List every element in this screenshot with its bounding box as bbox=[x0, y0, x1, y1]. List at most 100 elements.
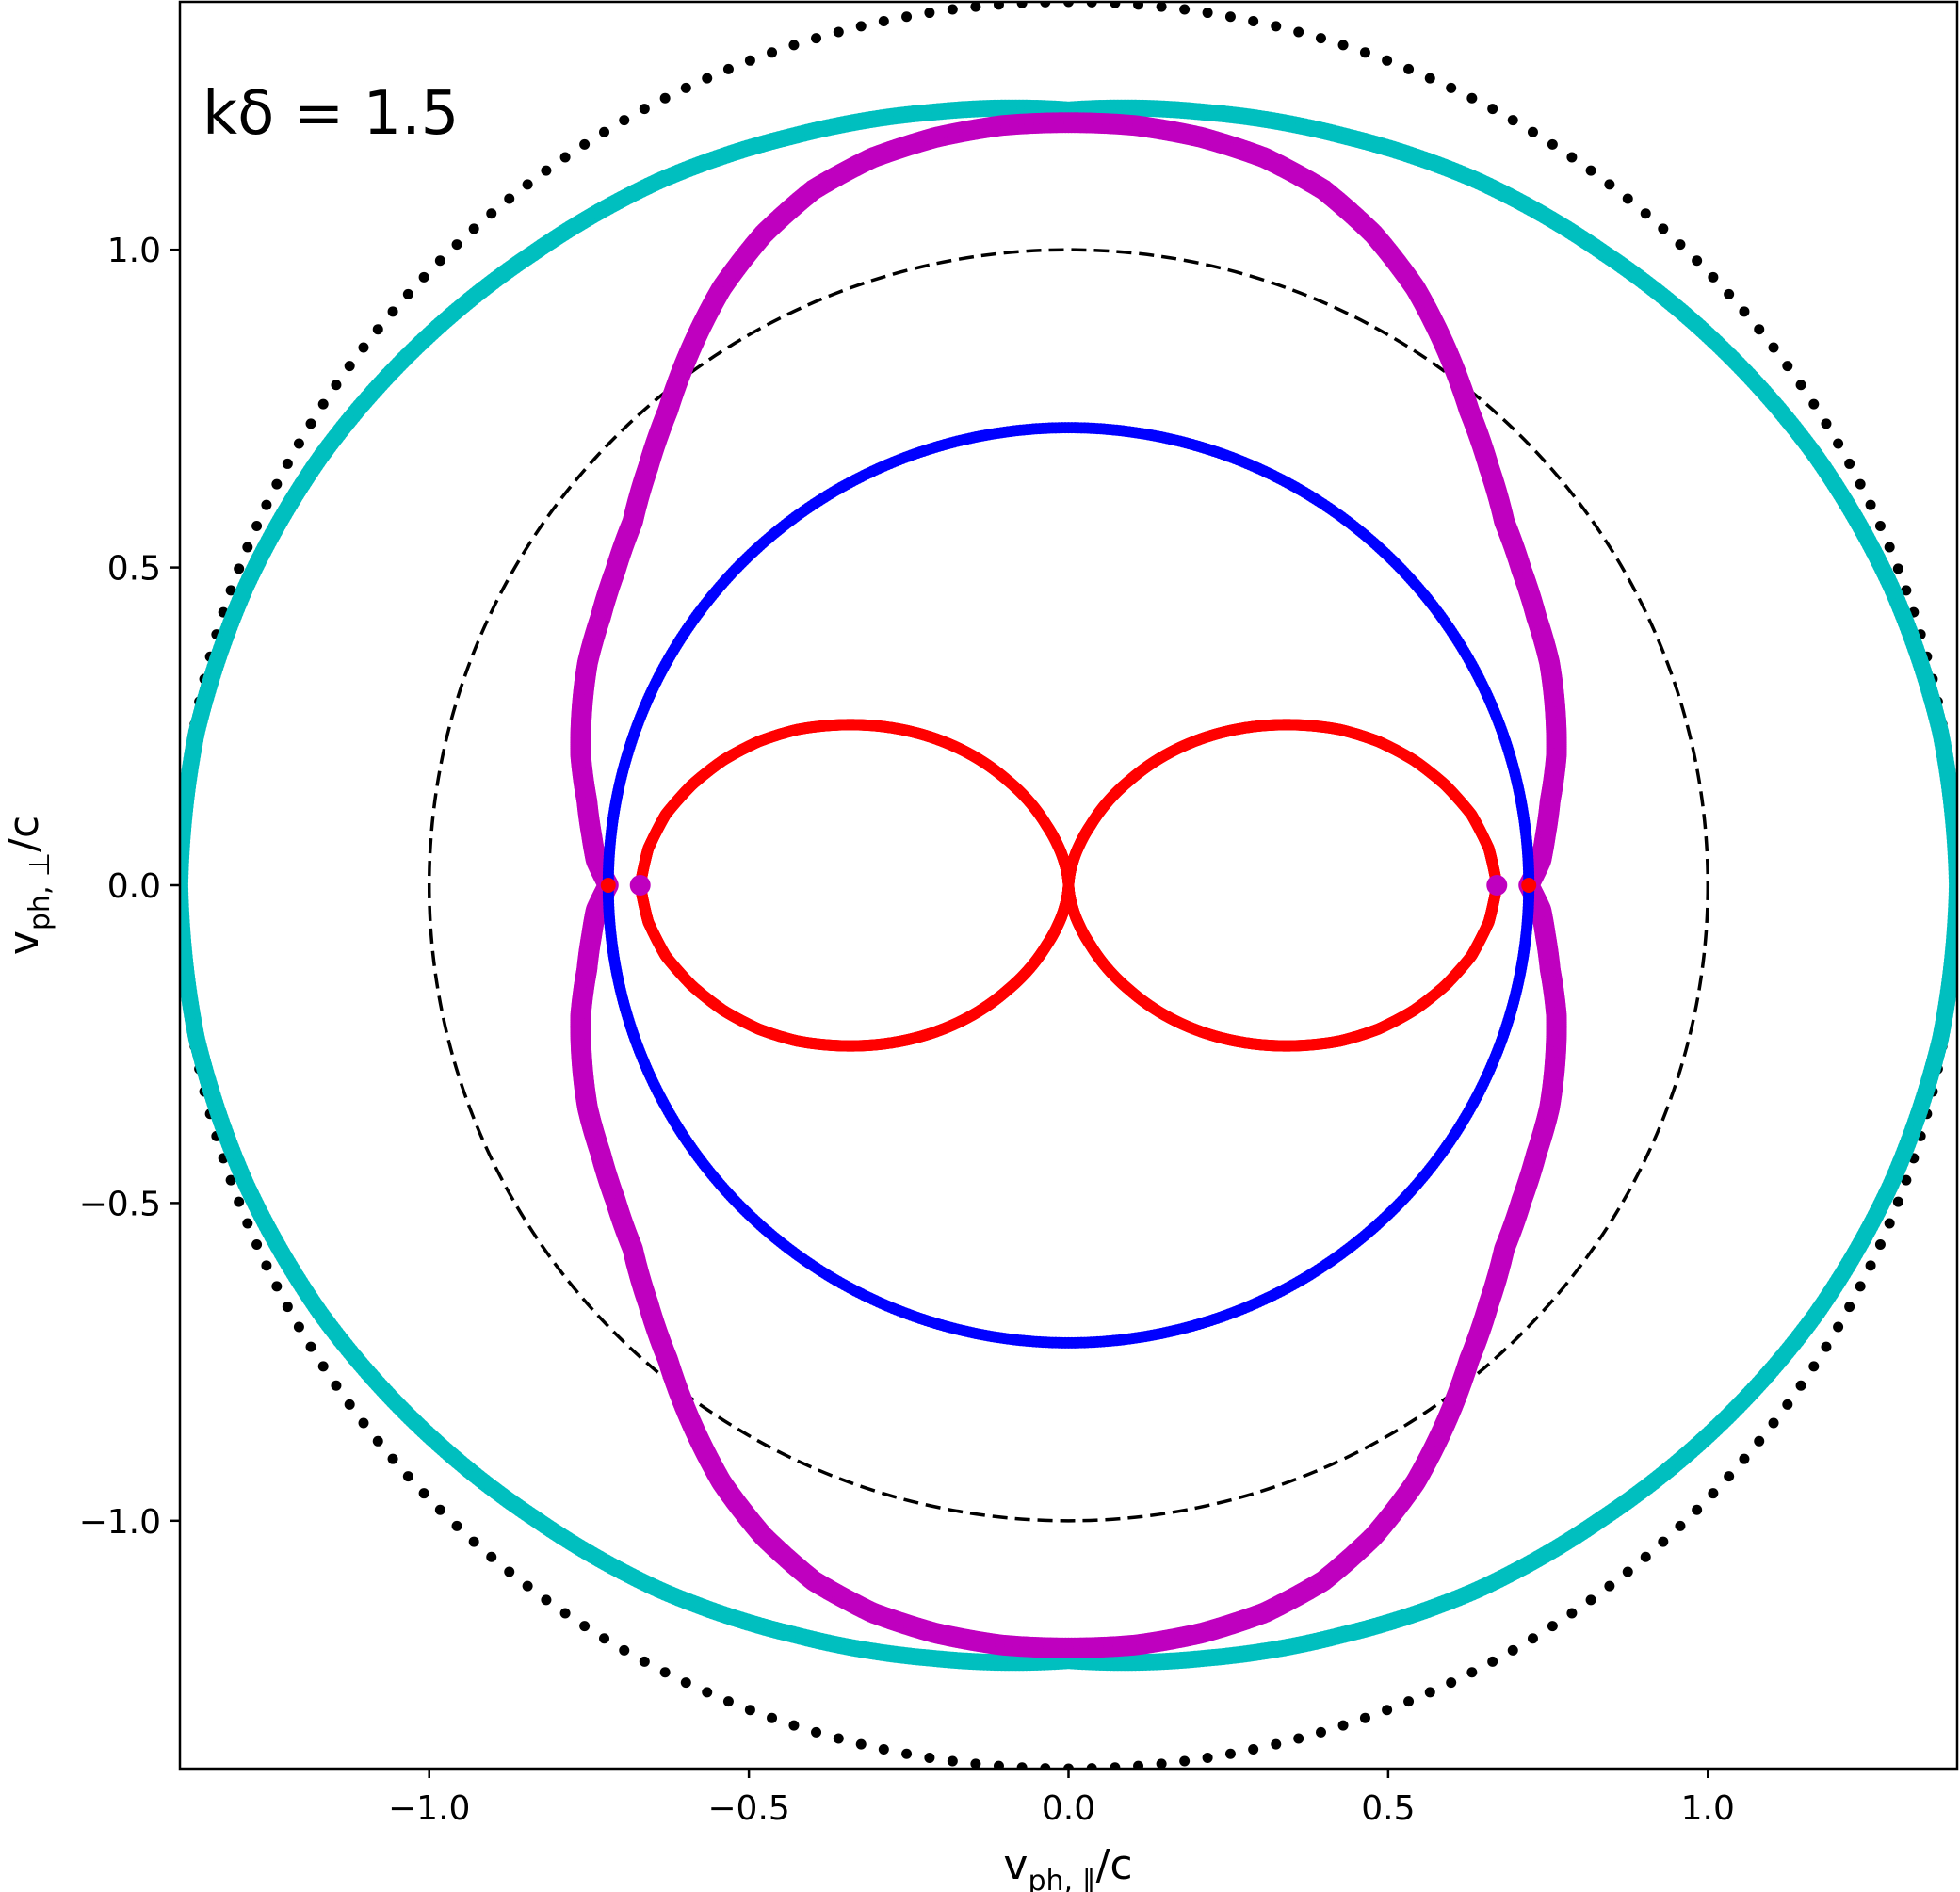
outer-black-dotted-point bbox=[402, 288, 413, 299]
outer-black-dotted-point bbox=[702, 1687, 713, 1698]
outer-black-dotted-point bbox=[372, 324, 383, 335]
outer-black-dotted-point bbox=[1892, 563, 1903, 574]
outer-black-dotted-point bbox=[317, 1361, 329, 1372]
outer-black-dotted-point bbox=[1833, 438, 1844, 449]
outer-black-dotted-point bbox=[1202, 8, 1213, 19]
outer-black-dotted-point bbox=[1424, 1687, 1435, 1698]
outer-black-dotted-point bbox=[1808, 398, 1820, 410]
outer-black-dotted-point bbox=[680, 82, 691, 93]
outer-black-dotted-point bbox=[1016, 1762, 1028, 1769]
outer-black-dotted-point bbox=[1527, 1633, 1538, 1644]
outer-black-dotted-point bbox=[282, 458, 293, 469]
outer-black-dotted-point bbox=[261, 499, 272, 510]
dashed-unit-circle bbox=[427, 248, 1710, 1523]
outer-black-dotted-point bbox=[1359, 47, 1370, 58]
outer-black-dotted-point bbox=[1782, 361, 1793, 372]
cyan-curve bbox=[180, 99, 1957, 1672]
outer-black-dotted-point bbox=[1833, 1321, 1844, 1333]
outer-black-dotted-point bbox=[947, 4, 958, 15]
outer-black-dotted-point bbox=[659, 92, 671, 104]
outer-black-dotted-point bbox=[387, 306, 398, 317]
outer-black-dotted-point bbox=[767, 47, 778, 58]
outer-black-dotted-point bbox=[1874, 1239, 1886, 1251]
outer-black-dotted-point bbox=[261, 1260, 272, 1271]
outer-black-dotted-point bbox=[1901, 585, 1912, 596]
outer-black-dotted-point bbox=[358, 1417, 369, 1429]
outer-black-dotted-point bbox=[1739, 1453, 1750, 1464]
outer-black-dotted-point bbox=[1547, 1621, 1558, 1632]
outer-black-dotted-point bbox=[1086, 2, 1097, 8]
outer-black-dotted-point bbox=[1640, 208, 1651, 219]
outer-black-dotted-point bbox=[1248, 1744, 1259, 1755]
outer-black-dotted-point bbox=[1063, 1763, 1074, 1769]
outer-black-dotted-point bbox=[579, 138, 591, 150]
outer-black-dotted-point bbox=[744, 55, 755, 66]
outer-black-dotted-point bbox=[1202, 1752, 1213, 1763]
outer-black-dotted-point bbox=[680, 1677, 691, 1689]
outer-black-dotted-point bbox=[541, 1594, 552, 1606]
outer-black-dotted-point bbox=[1337, 1720, 1349, 1731]
outer-black-dotted-point bbox=[1446, 82, 1457, 93]
outer-black-dotted-point bbox=[1892, 1196, 1903, 1207]
outer-black-dotted-point bbox=[878, 16, 889, 26]
outer-black-dotted-point bbox=[1382, 1705, 1393, 1716]
outer-black-dotted-point bbox=[317, 398, 329, 410]
outer-black-dotted-point bbox=[1403, 1696, 1415, 1707]
outer-black-dotted-point bbox=[305, 418, 316, 429]
outer-black-dotted-point bbox=[522, 1580, 533, 1592]
outer-black-dotted-point bbox=[541, 165, 552, 176]
outer-black-dotted-point bbox=[234, 563, 245, 574]
outer-black-dotted-point bbox=[1293, 26, 1304, 38]
outer-black-dotted-point bbox=[1566, 152, 1578, 163]
outer-black-dotted-point bbox=[1110, 1762, 1121, 1769]
outer-black-dotted-point bbox=[1424, 73, 1435, 84]
outer-black-dotted-point bbox=[1382, 55, 1393, 66]
outer-black-dotted-point bbox=[451, 1520, 462, 1531]
outer-black-dotted-point bbox=[522, 179, 533, 190]
outer-black-dotted-point bbox=[1315, 1726, 1326, 1738]
outer-black-dotted-point bbox=[504, 193, 515, 204]
outer-black-dotted-point bbox=[344, 1399, 355, 1410]
outer-black-dotted-point bbox=[271, 478, 283, 490]
outer-black-dotted-point bbox=[901, 11, 913, 23]
outer-black-dotted-point bbox=[1179, 4, 1191, 15]
outer-black-dotted-point bbox=[234, 1196, 245, 1207]
outer-black-dotted-point bbox=[1063, 2, 1074, 8]
outer-black-dotted-point bbox=[451, 239, 462, 251]
outer-black-dotted-point bbox=[1739, 306, 1750, 317]
outer-black-dotted-point bbox=[331, 380, 342, 391]
outer-black-dotted-point bbox=[1507, 115, 1518, 126]
outer-black-dotted-point bbox=[1466, 92, 1478, 104]
outer-black-dotted-point bbox=[1640, 1551, 1651, 1562]
outer-black-dotted-point bbox=[1086, 1763, 1097, 1769]
outer-black-dotted-point bbox=[1507, 1644, 1518, 1656]
outer-black-dotted-point bbox=[619, 115, 630, 126]
outer-black-dotted-point bbox=[1844, 458, 1855, 469]
outer-black-dotted-point bbox=[1708, 271, 1719, 283]
outer-black-dotted-point bbox=[1782, 1399, 1793, 1410]
outer-black-dotted-point bbox=[1016, 2, 1028, 8]
outer-black-dotted-point bbox=[486, 1551, 497, 1562]
outer-black-dotted-point bbox=[225, 585, 236, 596]
outer-black-dotted-point bbox=[305, 1341, 316, 1352]
outer-black-dotted-point bbox=[434, 255, 445, 267]
outer-black-dotted-point bbox=[282, 1302, 293, 1313]
outer-black-dotted-point bbox=[1884, 1218, 1895, 1229]
outer-black-dotted-point bbox=[833, 1733, 844, 1744]
outer-black-dotted-point bbox=[1658, 223, 1669, 234]
outer-black-dotted-point bbox=[788, 40, 800, 51]
outer-black-dotted-point bbox=[242, 1218, 253, 1229]
outer-black-dotted-point bbox=[1224, 11, 1236, 23]
outer-black-dotted-point bbox=[1901, 1174, 1912, 1186]
outer-black-dotted-point bbox=[1884, 542, 1895, 553]
outer-black-dotted-point bbox=[1795, 380, 1806, 391]
outer-black-dotted-point bbox=[251, 1239, 263, 1251]
outer-black-dotted-point bbox=[504, 1566, 515, 1577]
outer-black-dotted-point bbox=[1724, 288, 1735, 299]
outer-black-dotted-point bbox=[1271, 1738, 1282, 1750]
outer-black-dotted-point bbox=[344, 361, 355, 372]
outer-black-dotted-point bbox=[1675, 1520, 1686, 1531]
outer-black-dotted-point bbox=[619, 1644, 630, 1656]
outer-black-dotted-point bbox=[639, 104, 650, 115]
